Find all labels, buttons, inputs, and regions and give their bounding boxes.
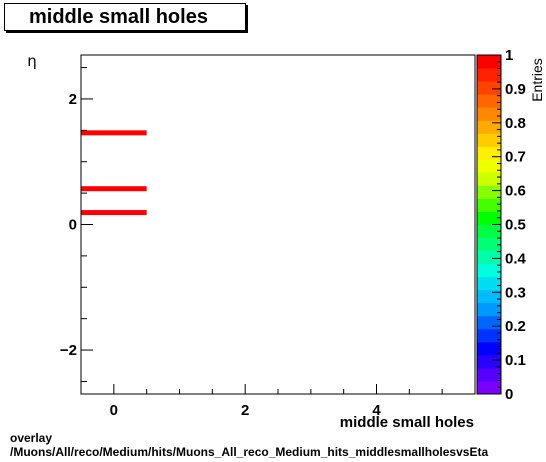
histogram-cell-2 — [81, 210, 147, 216]
x-tick-label: 2 — [241, 402, 249, 419]
palette-tick-label: 0.8 — [505, 115, 526, 132]
palette-swatch — [477, 367, 501, 382]
palette-tick-label: 0 — [505, 386, 513, 403]
palette-tick-label: 0.3 — [505, 284, 526, 301]
histogram-cell-1 — [81, 186, 147, 192]
palette-swatch — [477, 276, 501, 291]
palette-swatch — [477, 146, 501, 160]
palette-tick-label: 0.1 — [505, 352, 526, 369]
palette-swatch — [477, 328, 501, 343]
palette-swatch — [477, 354, 501, 369]
palette-swatch — [477, 380, 501, 395]
footer-overlay-label: overlay — [10, 431, 53, 445]
chart-title: middle small holes — [4, 3, 246, 31]
palette-swatch — [477, 159, 501, 173]
palette-swatch — [477, 263, 501, 278]
x-tick-label: 0 — [110, 402, 118, 419]
y-tick-label: 2 — [69, 91, 77, 108]
palette-swatch — [477, 185, 501, 199]
palette-tick-label: 0.4 — [505, 250, 527, 267]
y-axis-label: η — [27, 52, 37, 70]
palette-swatch — [477, 224, 501, 239]
palette-swatch — [477, 172, 501, 186]
palette-tick-label: 0.9 — [505, 81, 526, 98]
palette-swatch — [477, 237, 501, 252]
palette-swatch — [477, 81, 501, 95]
palette-swatch — [477, 211, 501, 225]
palette-tick-label: 0.7 — [505, 149, 526, 166]
palette-swatch — [477, 107, 501, 121]
histogram-cell-0 — [81, 130, 147, 136]
x-tick-label: 4 — [372, 402, 381, 419]
palette-tick-label: 0.6 — [505, 183, 526, 200]
palette-swatch — [477, 94, 501, 108]
palette-swatch — [477, 315, 501, 330]
palette-swatch — [477, 133, 501, 147]
x-axis-label: middle small holes — [340, 414, 474, 430]
y-tick-label: 0 — [69, 217, 77, 234]
palette-swatch — [477, 250, 501, 265]
palette-swatch — [477, 55, 501, 69]
palette-swatch — [477, 68, 501, 82]
palette-swatch — [477, 341, 501, 356]
palette-swatch — [477, 289, 501, 304]
y-tick-label: −2 — [60, 342, 77, 359]
palette-swatch — [477, 198, 501, 212]
palette-tick-label: 0.5 — [505, 217, 526, 234]
palette-swatch — [477, 302, 501, 317]
histogram-plot: 0 2 4 −2 0 2 0 0.1 0.2 0.3 0.4 0.5 0.6 0.7 0.8 0.9 1 mi… — [27, 47, 545, 430]
palette-swatch — [477, 120, 501, 134]
palette-tick-label: 1 — [505, 47, 513, 64]
palette-tick-label: 0.2 — [505, 318, 526, 335]
z-axis-label: Entries — [529, 58, 545, 102]
footer-histogram-path: /Muons/All/reco/Medium/hits/Muons_All_re… — [10, 445, 489, 459]
